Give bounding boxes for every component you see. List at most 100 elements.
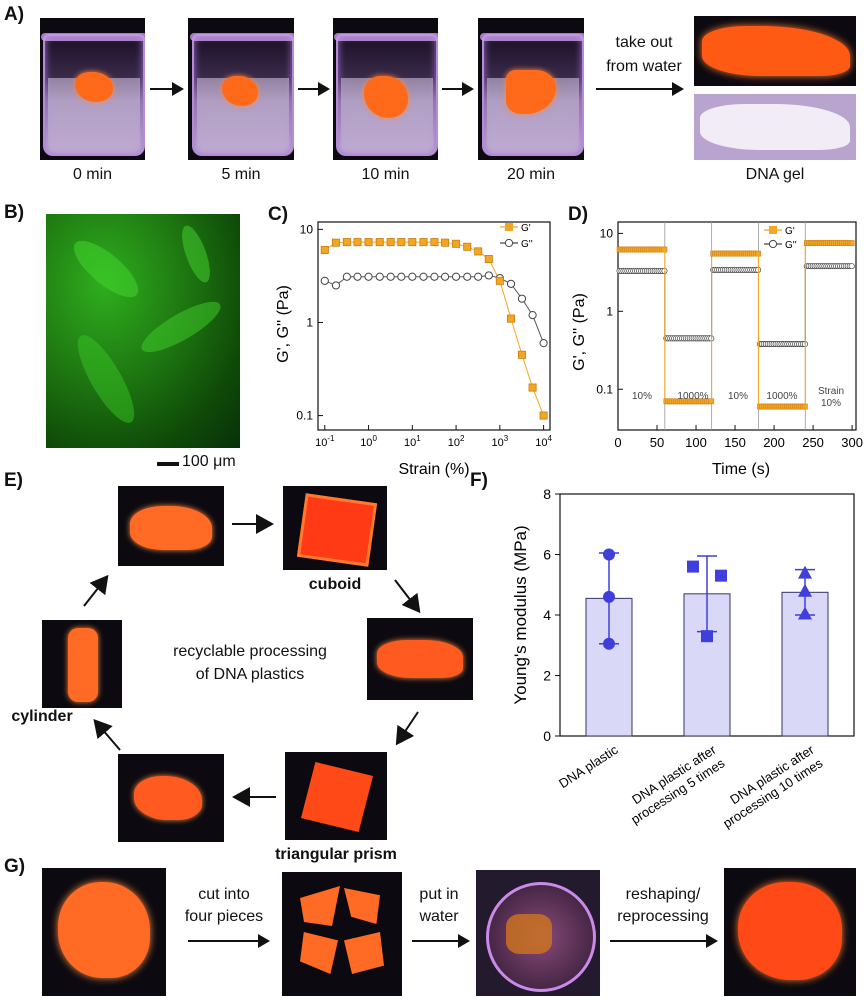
reprocess-photo-2 bbox=[282, 872, 402, 996]
panel-a-label: A) bbox=[4, 4, 25, 25]
chart-f-point bbox=[715, 569, 727, 582]
chart-c-xtick-label: 103 bbox=[491, 434, 508, 449]
chart-c-gp-point bbox=[364, 238, 373, 247]
recycle-text-line-1: recyclable processing bbox=[173, 643, 327, 660]
arrow-a1 bbox=[150, 82, 184, 96]
chart-f-category-line: DNA plastic bbox=[556, 742, 621, 791]
chart-f-point bbox=[798, 583, 812, 597]
dna-gel-photo-white bbox=[694, 94, 856, 160]
chart-c-gpp-point bbox=[463, 272, 472, 281]
chart-c-gpp-point bbox=[397, 272, 406, 281]
chart-c-xlabel: Strain (%) bbox=[398, 461, 469, 478]
chart-d-ytick-label: 1 bbox=[606, 304, 613, 318]
chart-d-seg-label-4: Strain bbox=[818, 386, 844, 397]
plastic-photo-right bbox=[367, 618, 473, 700]
chart-c-xtick-label: 102 bbox=[448, 434, 465, 449]
chart-c-gp-point bbox=[408, 238, 417, 247]
arrow-take-out bbox=[596, 82, 684, 96]
time-label-2: 10 min bbox=[361, 166, 410, 183]
chart-d-xtick-label: 150 bbox=[724, 435, 746, 450]
panel-g-label: G) bbox=[4, 856, 26, 877]
chart-d-xtick-label: 100 bbox=[685, 435, 707, 450]
arrow-g1 bbox=[188, 934, 270, 948]
chart-f-ytick-label: 8 bbox=[543, 486, 551, 502]
chart-d-ytick-label: 0.1 bbox=[596, 382, 613, 396]
chart-d-xtick-label: 0 bbox=[614, 435, 621, 450]
chart-d-xtick-label: 200 bbox=[763, 435, 785, 450]
chart-c-gpp-point bbox=[331, 281, 341, 290]
chart-c-gpp-point bbox=[440, 272, 450, 281]
chart-c-gp-point bbox=[386, 238, 395, 247]
chart-f-point bbox=[798, 565, 812, 579]
beaker-photo-20min bbox=[478, 18, 584, 160]
plastic-photo-top bbox=[118, 486, 224, 566]
time-label-1: 5 min bbox=[221, 166, 261, 183]
chart-d: 0 50 100 150 200 250 300 0.1 1 10 G', G'' (Pa) Ti… bbox=[571, 221, 863, 478]
dna-gel-label: DNA gel bbox=[745, 166, 805, 183]
chart-d-seg-label-5: 10% bbox=[821, 398, 841, 409]
chart-c-gpp-point bbox=[353, 272, 362, 281]
chart-c-gpp-point bbox=[506, 279, 516, 288]
arrow-a3 bbox=[442, 82, 474, 96]
take-out-line-2: from water bbox=[606, 58, 682, 75]
chart-c: 10-1 100 101 102 103 104 0.1 1 10 G', G'' (Pa) S… bbox=[275, 221, 553, 478]
time-label-0: 0 min bbox=[72, 166, 113, 183]
chart-c-legend-g1: G' bbox=[521, 223, 531, 234]
chart-c-gpp-point bbox=[386, 272, 395, 281]
plastic-photo-triangular-prism bbox=[285, 752, 387, 840]
chart-d-ytick-label: 10 bbox=[600, 226, 614, 240]
reprocess-photo-4 bbox=[724, 868, 856, 996]
beaker-photo-10min bbox=[333, 18, 438, 160]
beaker-photo-0min bbox=[40, 18, 145, 160]
chart-c-ytick-label: 10 bbox=[300, 222, 314, 236]
step-2-line-1: put in bbox=[419, 886, 459, 903]
chart-c-series-gp-line bbox=[324, 241, 545, 416]
chart-c-gp-point bbox=[517, 350, 526, 359]
chart-d-xtick-label: 250 bbox=[802, 435, 824, 450]
shape-label-cuboid: cuboid bbox=[308, 576, 362, 593]
chart-f-point bbox=[603, 590, 615, 603]
chart-c-gpp-point bbox=[484, 271, 493, 280]
shape-label-cylinder: cylinder bbox=[11, 708, 73, 725]
chart-c-legend: G' G'' bbox=[500, 223, 533, 250]
plastic-photo-cuboid bbox=[283, 486, 387, 570]
reprocess-photo-1 bbox=[42, 868, 166, 996]
chart-c-gp-point bbox=[528, 383, 537, 392]
step-2-line-2: water bbox=[419, 908, 459, 925]
chart-f-category-label: DNA plastic bbox=[556, 742, 621, 791]
reprocess-photo-3 bbox=[476, 870, 600, 996]
chart-c-legend-g2: G'' bbox=[521, 239, 533, 250]
arrow-g2 bbox=[412, 934, 470, 948]
chart-d-legend-g1: G' bbox=[785, 226, 795, 237]
scale-bar bbox=[157, 462, 179, 466]
chart-c-gp-point bbox=[430, 238, 439, 247]
chart-c-gp-point bbox=[474, 247, 483, 256]
chart-c-gp-point bbox=[375, 238, 384, 247]
chart-d-xlabel: Time (s) bbox=[712, 461, 770, 478]
chart-c-xtick-label: 100 bbox=[360, 434, 377, 449]
chart-c-gp-point bbox=[353, 238, 362, 247]
step-3-line-1: reshaping/ bbox=[625, 886, 701, 903]
chart-f-ylabel: Young's modulus (MPa) bbox=[511, 525, 530, 704]
chart-c-ytick-label: 0.1 bbox=[296, 409, 313, 423]
chart-c-gpp-point bbox=[320, 276, 329, 285]
chart-c-xtick-label: 10-1 bbox=[315, 434, 335, 449]
chart-d-frame bbox=[617, 221, 857, 431]
chart-c-xtick-label: 104 bbox=[535, 434, 552, 449]
chart-d-legend: G' G'' bbox=[764, 226, 797, 251]
chart-d-seg-label-1: 1000% bbox=[677, 391, 708, 402]
step-1-line-1: cut into bbox=[198, 886, 250, 903]
chart-c-gpp-point bbox=[451, 272, 461, 281]
scale-bar-label: 100 μm bbox=[182, 453, 236, 470]
chart-c-frame bbox=[317, 221, 551, 431]
chart-c-gp-point bbox=[342, 238, 351, 247]
chart-f-point bbox=[603, 637, 615, 650]
chart-d-xtick-label: 50 bbox=[650, 435, 664, 450]
chart-d-seg-label-2: 10% bbox=[728, 391, 748, 402]
plastic-photo-cylinder bbox=[42, 620, 122, 708]
chart-c-gpp-point bbox=[474, 272, 483, 281]
chart-d-gp-point bbox=[848, 240, 855, 246]
